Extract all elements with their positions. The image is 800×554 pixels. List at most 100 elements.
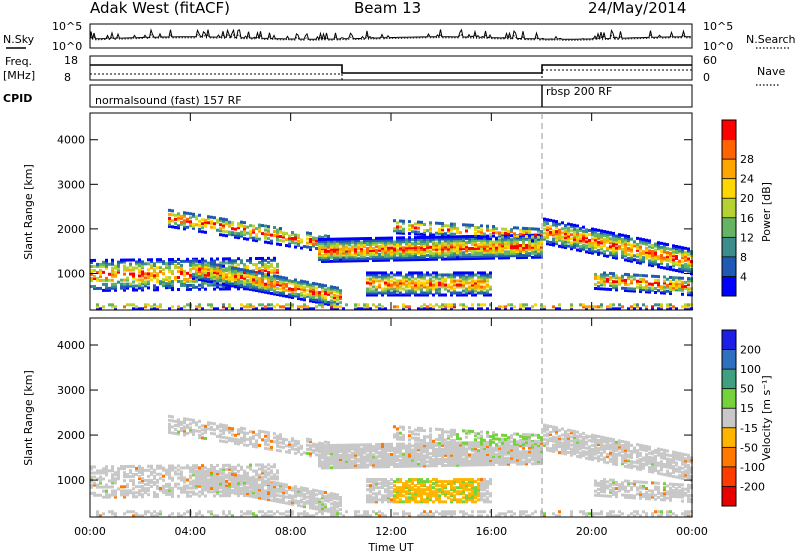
power-cell [204, 224, 207, 228]
velocity-cell [264, 434, 267, 438]
velocity-cell [213, 475, 216, 479]
power-cell [399, 287, 402, 291]
velocity-cell [153, 491, 156, 495]
power-cell [606, 234, 609, 238]
power-cell [90, 279, 93, 283]
power-cell [267, 227, 270, 231]
velocity-cell [327, 446, 330, 450]
power-cell [198, 227, 201, 231]
power-cell [381, 271, 384, 275]
power-cell [198, 303, 201, 307]
power-cell [318, 256, 321, 260]
velocity-cell [216, 463, 219, 467]
power-cell [630, 257, 633, 261]
power-cell [183, 269, 186, 273]
power-cell [261, 256, 264, 260]
velocity-cell [234, 467, 237, 471]
power-cell [606, 236, 609, 240]
power-cell [483, 232, 486, 236]
power-cell [654, 258, 657, 262]
power-cell [234, 233, 237, 237]
power-cell [633, 240, 636, 244]
power-cell [465, 281, 468, 285]
power-cell [555, 232, 558, 236]
power-cell [453, 303, 456, 307]
power-cell [222, 229, 225, 233]
power-cell [339, 291, 342, 295]
velocity-cell [153, 470, 156, 474]
power-cell [354, 303, 357, 307]
power-cell [381, 244, 384, 248]
power-cell [225, 283, 228, 287]
power-cell [321, 301, 324, 305]
power-cell [282, 280, 285, 284]
velocity-cell [363, 457, 366, 461]
velocity-cell [204, 482, 207, 486]
power-cell [474, 232, 477, 236]
velocity-cell [225, 436, 228, 440]
power-cell [366, 287, 369, 291]
power-cell [480, 275, 483, 279]
velocity-cell [153, 476, 156, 480]
power-cell [252, 278, 255, 282]
power-cell [411, 273, 414, 277]
power-cell [591, 233, 594, 237]
velocity-cell [300, 498, 303, 502]
velocity-cell [285, 495, 288, 499]
power-cell [615, 286, 618, 290]
power-cell [591, 227, 594, 231]
velocity-cell [207, 478, 210, 482]
power-cell [363, 239, 366, 243]
power-cell [270, 270, 273, 274]
power-cell [243, 278, 246, 282]
power-cell [630, 249, 633, 253]
power-cell [498, 238, 501, 242]
power-cell [612, 282, 615, 286]
power-cell [168, 286, 171, 290]
power-cell [228, 269, 231, 273]
power-cell [183, 277, 186, 281]
power-cell [672, 252, 675, 256]
velocity-cell [204, 473, 207, 477]
power-cell [519, 236, 522, 240]
power-cell [225, 277, 228, 281]
power-cell [387, 275, 390, 279]
power-cell [468, 249, 471, 253]
power-cell [372, 277, 375, 281]
power-cell [399, 236, 402, 240]
power-cell [336, 288, 339, 292]
power-cell [621, 247, 624, 251]
velocity-cell [114, 481, 117, 485]
power-cell [318, 299, 321, 303]
power-cell [240, 268, 243, 272]
velocity-cell [357, 514, 360, 518]
power-cell [126, 266, 129, 270]
velocity-cell [219, 494, 222, 498]
velocity-cell [321, 452, 324, 456]
power-cell [426, 245, 429, 249]
power-cell [453, 283, 456, 287]
power-cell [141, 280, 144, 284]
velocity-cell [357, 459, 360, 463]
power-cell [588, 242, 591, 246]
velocity-cell [252, 469, 255, 473]
power-cell [438, 243, 441, 247]
power-cell [570, 245, 573, 249]
power-cell [231, 270, 234, 274]
power-cell [597, 252, 600, 256]
power-cell [384, 254, 387, 258]
power-cell [255, 289, 258, 293]
velocity-cell [129, 469, 132, 473]
power-cell [477, 248, 480, 252]
velocity-cell [294, 443, 297, 447]
velocity-cell [255, 445, 258, 449]
power-cell [237, 267, 240, 271]
power-heatmap [90, 208, 693, 311]
velocity-cell [141, 487, 144, 491]
power-cell [366, 281, 369, 285]
power-cell [264, 268, 267, 272]
velocity-cell [111, 475, 114, 479]
velocity-cell [300, 446, 303, 450]
power-cell [102, 288, 105, 292]
power-cell [660, 247, 663, 251]
